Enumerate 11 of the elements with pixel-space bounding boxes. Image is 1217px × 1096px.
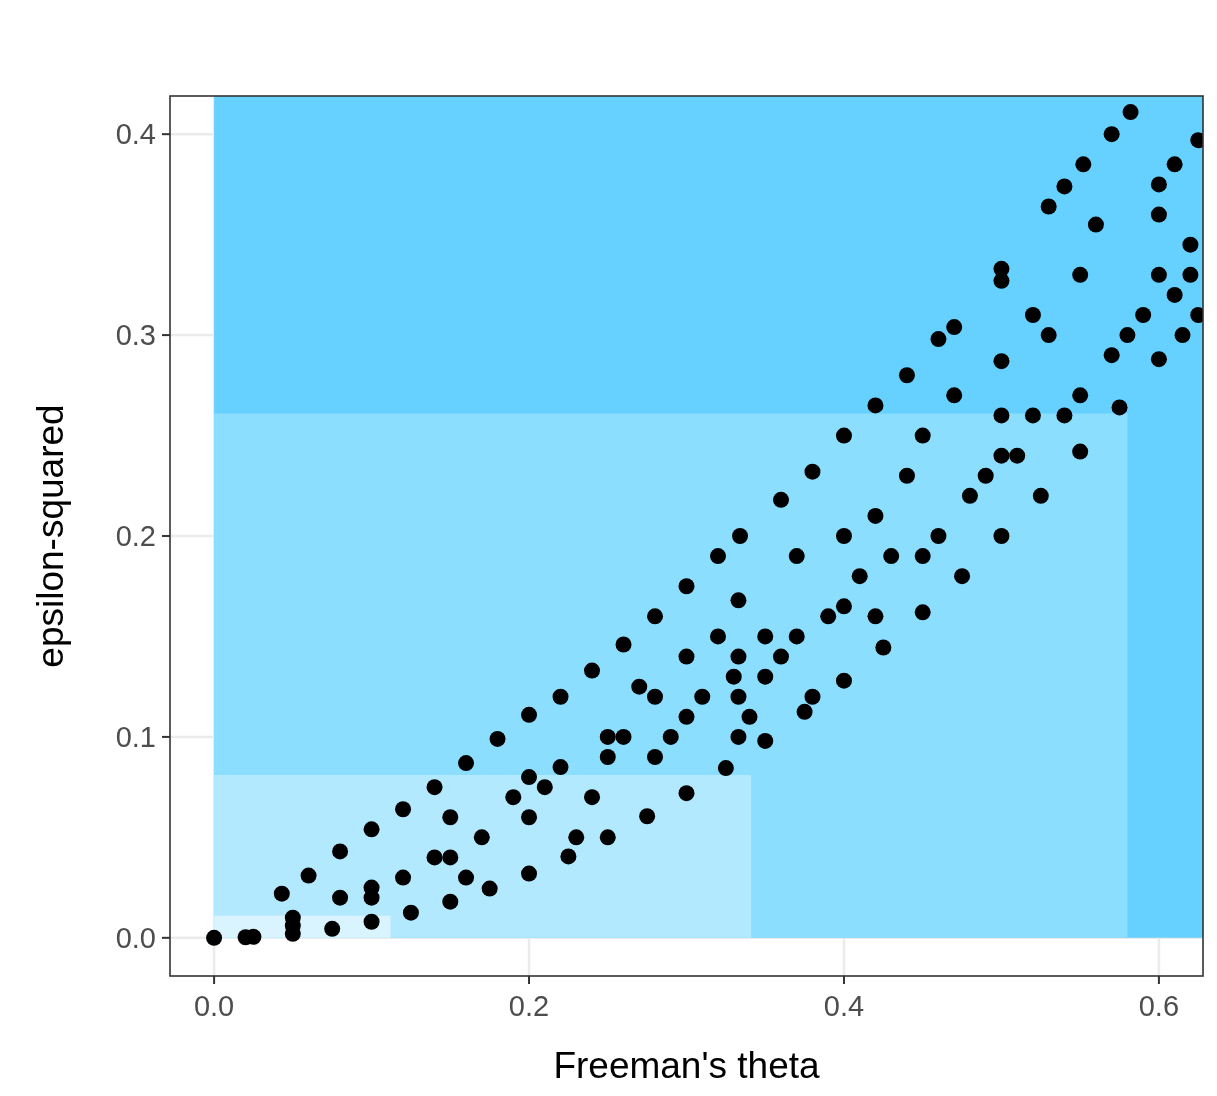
x-axis-title: Freeman's theta xyxy=(553,1045,821,1086)
y-tick-label: 0.2 xyxy=(115,520,156,552)
x-tick-label: 0.4 xyxy=(823,990,865,1022)
y-tick-label: 0.4 xyxy=(115,118,156,151)
y-tick-label: 0.0 xyxy=(115,921,156,954)
y-tick-label: 0.3 xyxy=(115,319,156,352)
x-tick-label: 0.2 xyxy=(508,990,550,1022)
y-tick-label: 0.1 xyxy=(115,720,156,753)
y-axis-title: epsilon-squared xyxy=(30,404,71,668)
x-tick-label: 0.6 xyxy=(1138,990,1180,1022)
x-tick-label: 0.0 xyxy=(193,990,235,1022)
